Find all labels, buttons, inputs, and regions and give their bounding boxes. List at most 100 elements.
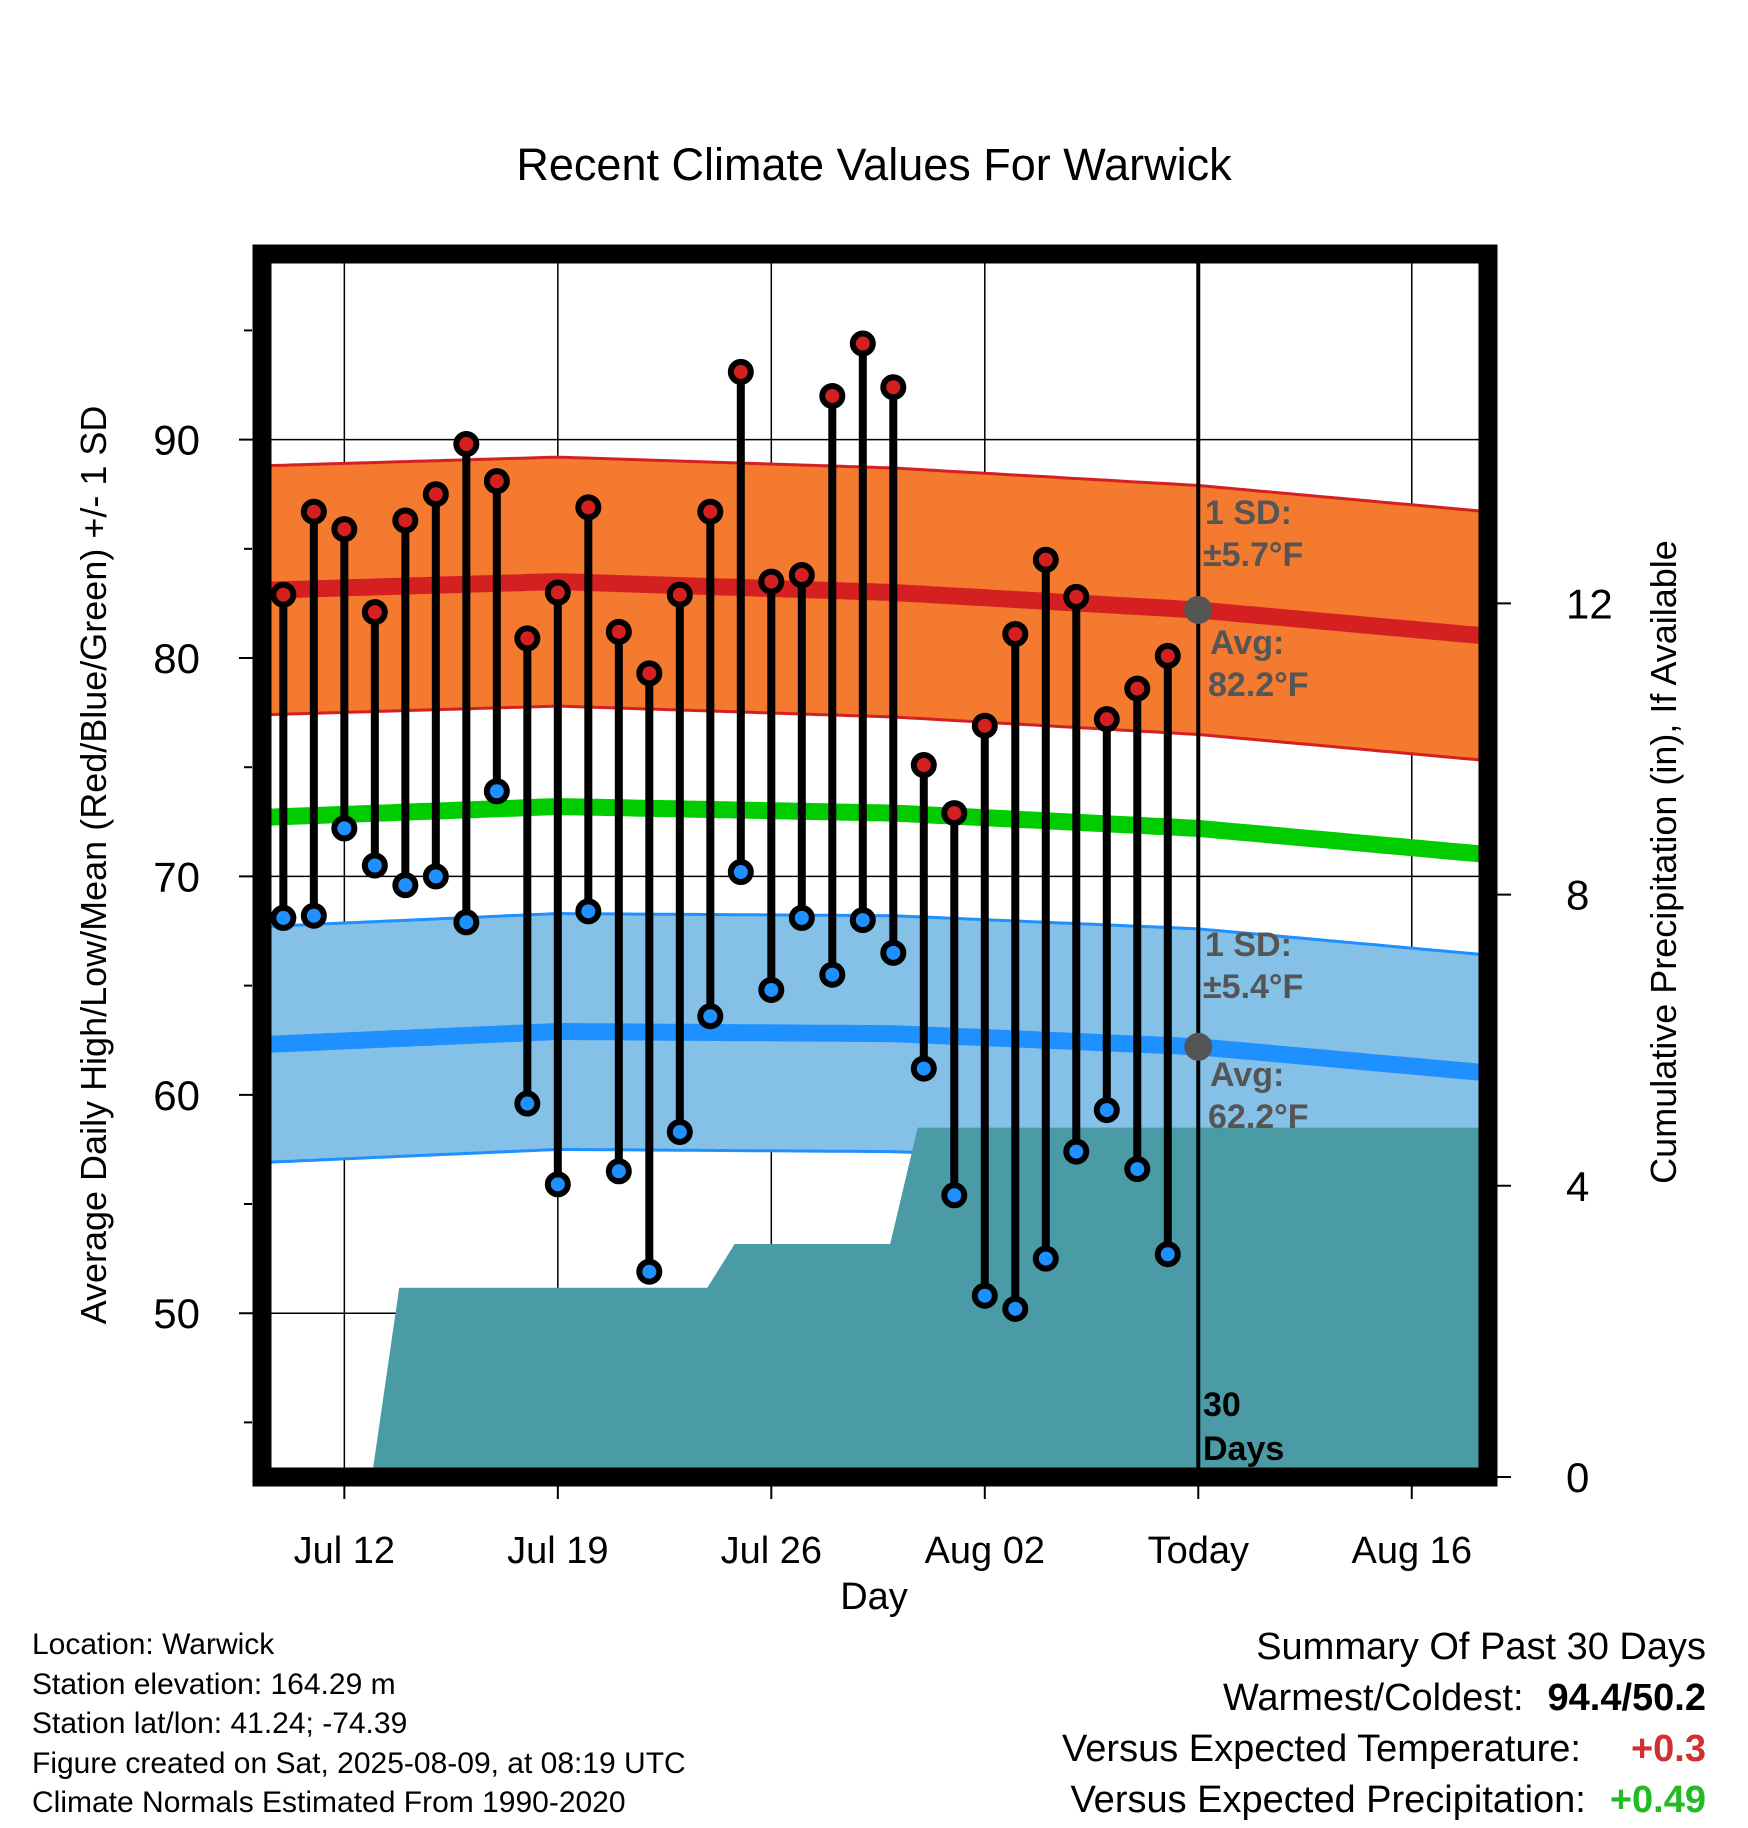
high-point	[1002, 621, 1029, 648]
high-point	[483, 468, 510, 495]
high-point	[270, 581, 297, 608]
high-point	[727, 358, 754, 385]
info-elevation: Station elevation: 164.29 m	[32, 1667, 396, 1701]
low-sd-band	[262, 913, 1482, 1191]
summary-precip-row: Versus Expected Precipitation: +0.49	[1062, 1775, 1706, 1826]
low-point	[483, 778, 510, 805]
low-point	[575, 898, 602, 925]
high-average-marker	[1184, 595, 1213, 624]
low-point	[1124, 1156, 1151, 1183]
low-point	[819, 961, 846, 988]
summary-precip-value: +0.49	[1609, 1779, 1706, 1821]
high-point	[819, 382, 846, 409]
daily-stems	[279, 343, 1172, 1309]
low-point	[331, 815, 358, 842]
summary-temp-row: Versus Expected Temperature: +0.3	[1062, 1724, 1706, 1775]
high-point	[910, 752, 937, 779]
low-point	[392, 872, 419, 899]
high-point	[1063, 583, 1090, 610]
low-point	[758, 976, 785, 1003]
high-point	[849, 330, 876, 357]
x-tick-label: Today	[1148, 1530, 1249, 1572]
x-tick-label: Jul 12	[294, 1530, 395, 1572]
average-markers	[1184, 595, 1213, 1061]
summary-heading: Summary Of Past 30 Days	[1256, 1626, 1706, 1668]
y-right-tick-label: 12	[1566, 580, 1613, 627]
low-point	[636, 1258, 663, 1285]
x-tick-label: Jul 26	[721, 1530, 822, 1572]
low-point	[910, 1055, 937, 1082]
low-point	[544, 1171, 571, 1198]
low-point	[1032, 1245, 1059, 1272]
high-sd-value: ±5.7°F	[1203, 536, 1303, 574]
axes: 50 60 70 80 90 0 4 8 12 Jul 12 Jul 19 Jul 26 Aug 02 T…	[153, 329, 1613, 1572]
low-point	[1063, 1138, 1090, 1165]
high-point	[453, 431, 480, 458]
days-label-number: 30	[1203, 1386, 1241, 1424]
precipitation-cumulative-area	[371, 1127, 1488, 1477]
high-sd-label: 1 SD:	[1205, 494, 1292, 532]
low-avg-value: 62.2°F	[1208, 1098, 1309, 1136]
low-point	[1093, 1097, 1120, 1124]
high-point	[941, 800, 968, 827]
climate-chart: Recent Climate Values For Warwick 1 SD: …	[73, 139, 1684, 1618]
high-point	[666, 581, 693, 608]
summary-precip-label: Versus Expected Precipitation:	[1070, 1779, 1586, 1821]
high-avg-label: Avg:	[1210, 624, 1284, 662]
high-point	[544, 579, 571, 606]
chart-title: Recent Climate Values For Warwick	[516, 139, 1232, 190]
low-point	[270, 904, 297, 931]
low-point	[300, 902, 327, 929]
low-point	[453, 909, 480, 936]
x-tick-label: Jul 19	[507, 1530, 608, 1572]
high-point	[1154, 642, 1181, 669]
summary-panel: Summary Of Past 30 Days Warmest/Coldest:…	[1062, 1622, 1706, 1826]
high-avg-value: 82.2°F	[1208, 666, 1309, 704]
low-point	[361, 852, 388, 879]
y-right-tick-label: 8	[1566, 872, 1589, 919]
precipitation-area	[371, 1127, 1488, 1477]
high-point	[636, 660, 663, 687]
low-point	[941, 1182, 968, 1209]
y-axis-right-label: Cumulative Precipitation (in), If Availa…	[1643, 540, 1684, 1184]
low-point	[727, 859, 754, 886]
x-tick-label: Aug 16	[1352, 1530, 1472, 1572]
y-left-tick-label: 50	[153, 1290, 200, 1337]
y-left-tick-label: 90	[153, 417, 200, 464]
info-latlon: Station lat/lon: 41.24; -74.39	[32, 1707, 408, 1740]
high-point	[605, 618, 632, 645]
low-point	[1002, 1295, 1029, 1322]
high-sd-band	[262, 457, 1482, 761]
high-point	[788, 562, 815, 589]
high-point	[575, 494, 602, 521]
high-point	[331, 516, 358, 543]
low-avg-label: Avg:	[1210, 1056, 1284, 1094]
summary-warm-cold-label: Warmest/Coldest:	[1222, 1677, 1524, 1719]
low-point	[605, 1158, 632, 1185]
high-point	[697, 498, 724, 525]
mean-average-line	[262, 798, 1483, 863]
low-point	[666, 1118, 693, 1145]
y-left-tick-label: 60	[153, 1072, 200, 1119]
high-point	[361, 599, 388, 626]
low-sd-label: 1 SD:	[1205, 926, 1292, 964]
y-left-tick-label: 70	[153, 853, 200, 900]
low-point	[880, 939, 907, 966]
high-point	[300, 498, 327, 525]
low-point	[1154, 1241, 1181, 1268]
summary-warm-cold-value: 94.4/50.2	[1547, 1677, 1706, 1719]
x-axis-label: Day	[840, 1576, 908, 1618]
low-sd-value: ±5.4°F	[1203, 968, 1303, 1006]
low-point	[422, 863, 449, 890]
high-point	[422, 481, 449, 508]
high-point	[1032, 546, 1059, 573]
info-normals: Climate Normals Estimated From 1990-2020	[32, 1786, 626, 1819]
low-average-marker	[1184, 1032, 1213, 1061]
y-right-tick-label: 4	[1566, 1163, 1589, 1210]
high-point	[758, 568, 785, 595]
low-point	[849, 907, 876, 934]
low-point	[514, 1090, 541, 1117]
info-location: Location: Warwick	[32, 1628, 275, 1661]
low-point	[971, 1282, 998, 1309]
y-left-tick-label: 80	[153, 635, 200, 682]
